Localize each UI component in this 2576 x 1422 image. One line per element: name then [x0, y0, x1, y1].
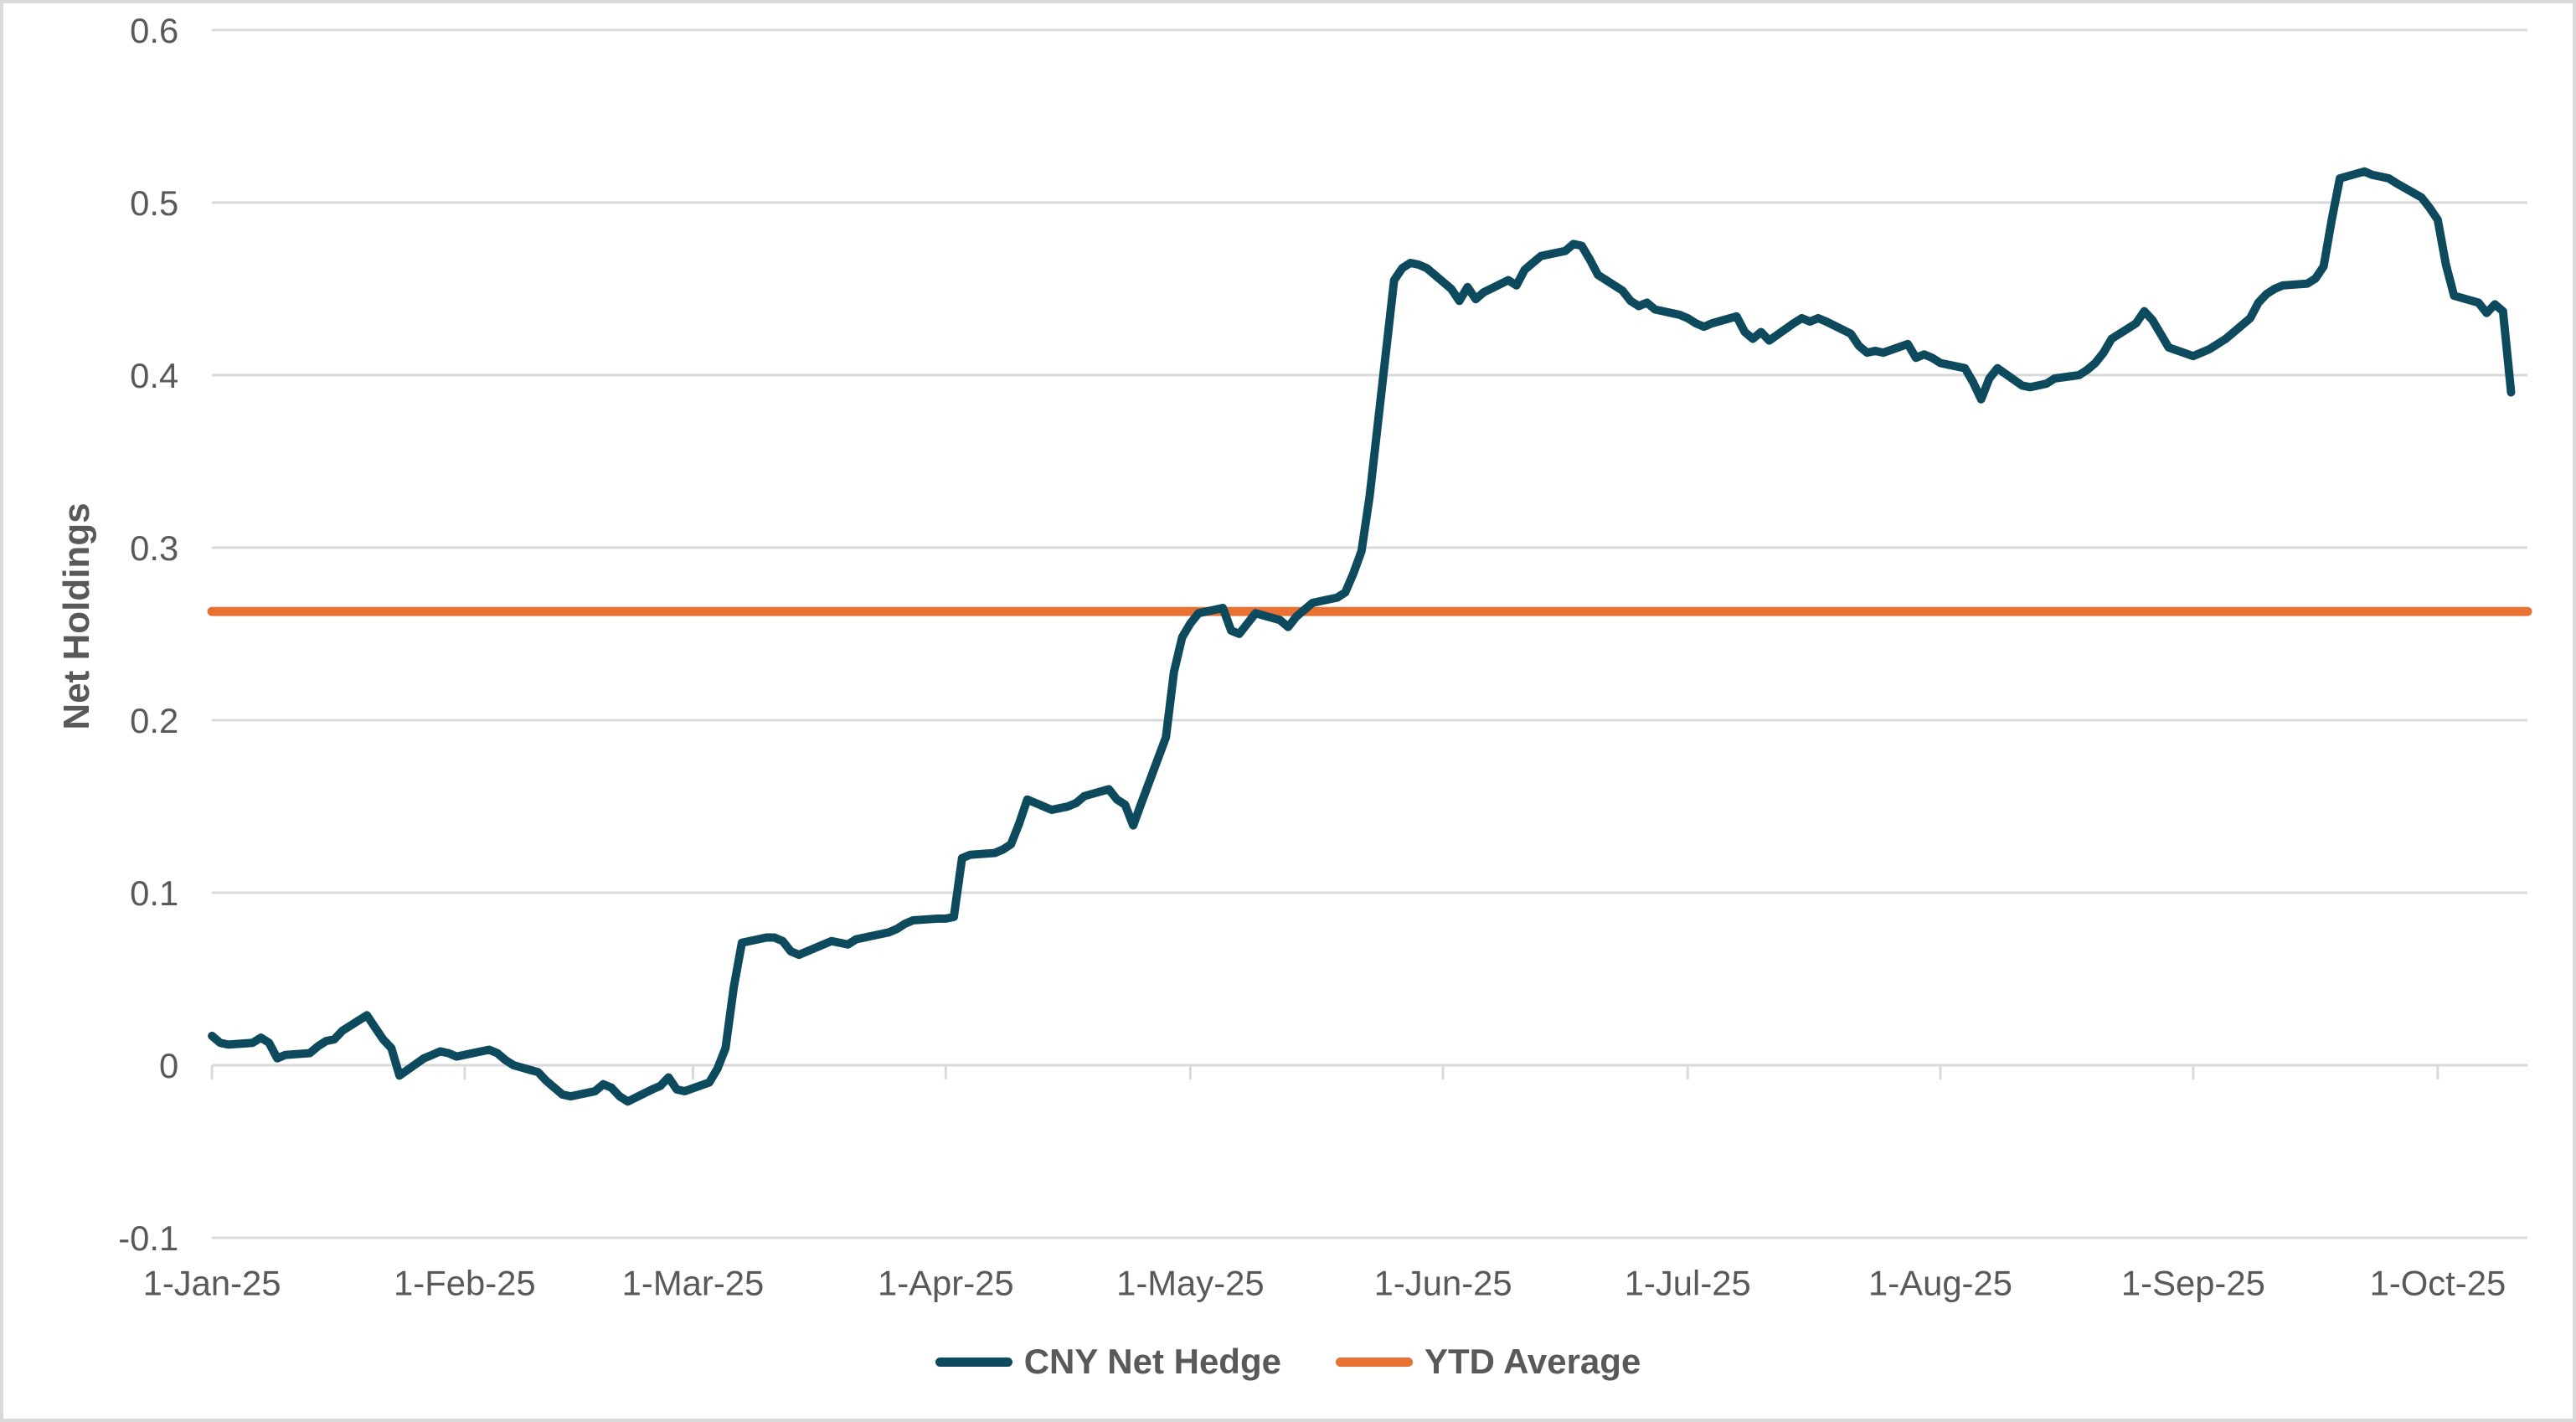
cny-net-hedge-line: [208, 167, 2516, 1106]
y-tick-label: 0.4: [130, 356, 178, 395]
x-tick-label: 1-Jun-25: [1374, 1264, 1512, 1303]
x-tick-label: 1-Oct-25: [2370, 1264, 2506, 1303]
plot-area: 0.6 0.5 0.4 0.3 0.2 0.1 0 -0.1 1-Jan-25 1-Feb-25 1…: [118, 11, 2532, 1303]
legend-item-cny-net-hedge: CNY Net Hedge: [935, 1342, 1281, 1382]
y-tick-label: 0: [159, 1046, 178, 1085]
legend-item-ytd-average: YTD Average: [1335, 1342, 1641, 1382]
y-tick-label: 0.1: [130, 873, 178, 913]
x-tick-label: 1-Aug-25: [1868, 1264, 2012, 1303]
x-tick-label: 1-Feb-25: [394, 1264, 536, 1303]
legend-line-swatch: [1335, 1357, 1413, 1367]
x-tick-label: 1-Jan-25: [143, 1264, 281, 1303]
y-tick-label: 0.5: [130, 183, 178, 223]
legend-line-swatch: [935, 1357, 1012, 1367]
y-tick-label: 0.3: [130, 528, 178, 568]
x-tick-label: 1-Apr-25: [878, 1264, 1014, 1303]
x-tick-label: 1-Jul-25: [1625, 1264, 1751, 1303]
x-tick-label: 1-Mar-25: [622, 1264, 765, 1303]
y-tick-label: -0.1: [118, 1218, 178, 1258]
y-tick-label: 0.2: [130, 701, 178, 740]
y-tick-label: 0.6: [130, 11, 178, 50]
legend: CNY Net Hedge YTD Average: [3, 1342, 2573, 1382]
x-tick-label: 1-May-25: [1116, 1264, 1265, 1303]
y-axis-title: Net Holdings: [56, 502, 97, 730]
legend-label: YTD Average: [1424, 1342, 1641, 1381]
legend-label: CNY Net Hedge: [1023, 1342, 1281, 1381]
x-tick-label: 1-Sep-25: [2121, 1264, 2265, 1303]
